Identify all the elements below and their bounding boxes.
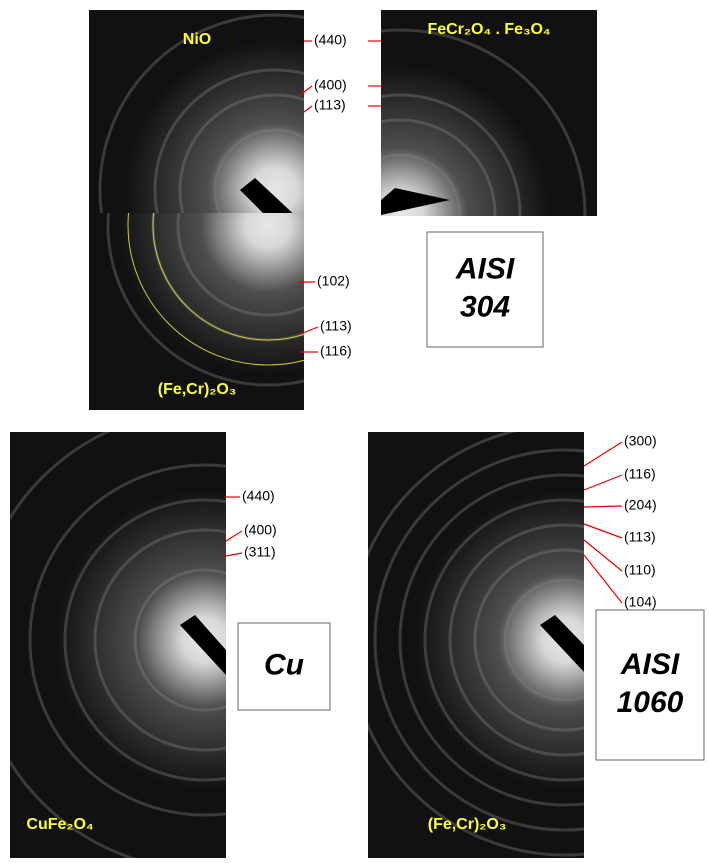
reflection-label: (440) <box>242 488 275 504</box>
reflection-label: (400) <box>244 522 277 538</box>
figure: NiO FeCr₂O₄ . Fe₃O₄ (Fe,Cr)₂O₃ CuFe₂O₄ (Fe,C… <box>0 0 709 863</box>
leader-line <box>584 506 622 507</box>
phase-label: FeCr₂O₄ . Fe₃O₄ <box>427 21 550 38</box>
sample-name: AISI <box>455 252 515 285</box>
reflection-label: (102) <box>317 273 350 289</box>
reflection-label: (110) <box>624 562 656 578</box>
leader-line <box>226 553 242 556</box>
leader-line <box>584 555 622 603</box>
leader-line <box>226 531 242 541</box>
reflection-label: (400) <box>314 77 347 93</box>
reflection-label: (204) <box>624 497 657 513</box>
reflection-label: (116) <box>624 466 656 482</box>
reflection-label: (116) <box>320 343 352 359</box>
phase-label: (Fe,Cr)₂O₃ <box>428 816 507 833</box>
reflection-label: (113) <box>624 529 656 545</box>
sample-name: Cu <box>264 648 304 681</box>
leader-line <box>584 442 622 466</box>
phase-label: (Fe,Cr)₂O₃ <box>158 381 237 398</box>
sample-name: 304 <box>460 290 510 323</box>
reflection-label: (311) <box>244 544 276 560</box>
reflection-label: (300) <box>624 433 657 449</box>
leader-line <box>584 475 622 490</box>
sample-name: 1060 <box>617 686 684 719</box>
phase-label: NiO <box>183 31 211 48</box>
sample-name: AISI <box>620 648 680 681</box>
leader-line <box>584 524 622 538</box>
reflection-label: (113) <box>314 97 346 113</box>
reflection-label: (104) <box>624 594 657 610</box>
reflection-label: (113) <box>320 318 352 334</box>
leader-line <box>584 540 622 571</box>
reflection-label: (440) <box>314 32 347 48</box>
phase-label: CuFe₂O₄ <box>26 816 93 833</box>
leader-line <box>304 106 312 112</box>
